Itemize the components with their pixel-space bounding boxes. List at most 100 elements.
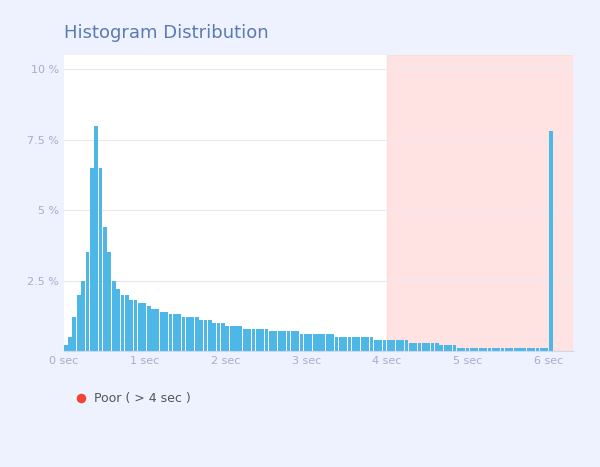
Bar [404, 340, 408, 351]
Bar [186, 317, 190, 351]
Bar [251, 329, 256, 351]
Bar [208, 320, 212, 351]
Bar [439, 346, 443, 351]
Bar [514, 348, 518, 351]
Bar [155, 309, 159, 351]
Bar [488, 348, 491, 351]
Bar [178, 314, 181, 351]
Bar [195, 317, 199, 351]
Bar [73, 317, 76, 351]
Bar [94, 126, 98, 351]
Bar [549, 131, 553, 351]
Bar [247, 329, 251, 351]
Bar [81, 281, 85, 351]
Bar [274, 332, 277, 351]
Bar [365, 337, 369, 351]
Bar [203, 320, 208, 351]
Bar [431, 343, 434, 351]
Bar [169, 314, 172, 351]
Bar [492, 348, 496, 351]
Bar [217, 323, 220, 351]
Bar [160, 311, 164, 351]
Bar [138, 303, 142, 351]
Bar [330, 334, 334, 351]
Bar [199, 320, 203, 351]
Bar [396, 340, 400, 351]
Bar [304, 334, 308, 351]
Bar [500, 348, 505, 351]
Bar [326, 334, 329, 351]
Bar [348, 337, 352, 351]
Text: Histogram Distribution: Histogram Distribution [64, 24, 268, 42]
Bar [282, 332, 286, 351]
Bar [523, 348, 526, 351]
Bar [370, 337, 373, 351]
Bar [352, 337, 356, 351]
Bar [112, 281, 116, 351]
Bar [391, 340, 395, 351]
Bar [98, 168, 103, 351]
Bar [483, 348, 487, 351]
Bar [343, 337, 347, 351]
Bar [295, 332, 299, 351]
Bar [518, 348, 522, 351]
Bar [147, 306, 151, 351]
Bar [505, 348, 509, 351]
Bar [287, 332, 290, 351]
Bar [173, 314, 177, 351]
Bar [226, 326, 229, 351]
Bar [448, 346, 452, 351]
Bar [509, 348, 513, 351]
Bar [466, 348, 469, 351]
Legend: Poor ( > 4 sec ): Poor ( > 4 sec ) [70, 387, 196, 410]
Bar [190, 317, 194, 351]
Bar [317, 334, 321, 351]
Bar [125, 295, 128, 351]
Bar [129, 300, 133, 351]
Bar [308, 334, 312, 351]
Bar [86, 253, 89, 351]
Bar [387, 340, 391, 351]
Bar [452, 346, 457, 351]
Bar [378, 340, 382, 351]
Bar [221, 323, 225, 351]
Bar [121, 295, 124, 351]
Bar [339, 337, 343, 351]
Bar [230, 326, 233, 351]
Bar [142, 303, 146, 351]
Bar [151, 309, 155, 351]
Bar [496, 348, 500, 351]
Bar [427, 343, 430, 351]
Bar [234, 326, 238, 351]
Bar [90, 168, 94, 351]
Bar [444, 346, 448, 351]
Bar [374, 340, 377, 351]
Bar [212, 323, 216, 351]
Bar [134, 300, 137, 351]
Bar [544, 348, 548, 351]
Bar [422, 343, 426, 351]
Bar [475, 348, 478, 351]
Bar [322, 334, 325, 351]
Bar [361, 337, 365, 351]
Bar [103, 227, 107, 351]
Bar [107, 253, 111, 351]
Bar [164, 311, 168, 351]
Bar [540, 348, 544, 351]
Bar [313, 334, 317, 351]
Bar [77, 295, 80, 351]
Bar [479, 348, 482, 351]
Bar [64, 346, 68, 351]
Bar [383, 340, 386, 351]
Bar [356, 337, 360, 351]
Bar [68, 337, 72, 351]
Bar [435, 343, 439, 351]
Bar [413, 343, 417, 351]
Bar [243, 329, 247, 351]
Bar [291, 332, 295, 351]
Bar [256, 329, 260, 351]
Bar [400, 340, 404, 351]
Bar [470, 348, 474, 351]
Bar [531, 348, 535, 351]
Bar [260, 329, 264, 351]
